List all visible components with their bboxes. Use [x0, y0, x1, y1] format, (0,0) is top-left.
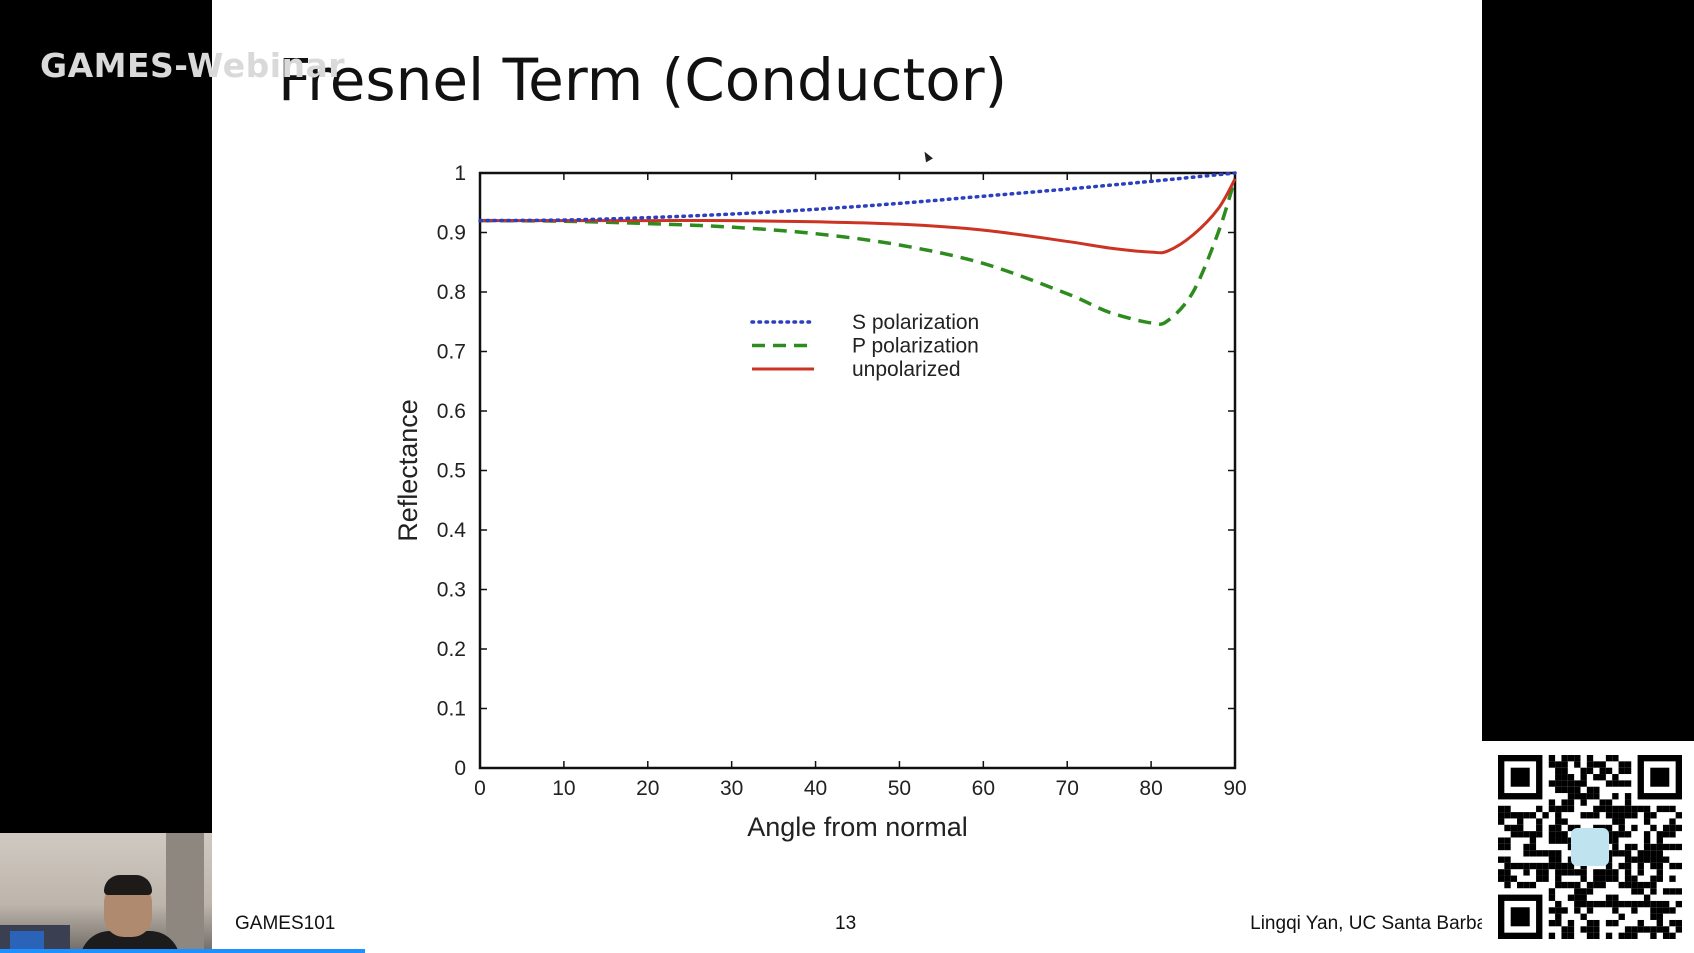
webcam-video	[0, 833, 212, 953]
y-tick-label: 0.9	[437, 222, 466, 245]
y-tick-label: 0.5	[437, 460, 466, 483]
plot-frame	[478, 171, 1237, 770]
qr-code-icon	[1498, 755, 1682, 939]
y-tick-label: 0.4	[437, 519, 467, 542]
x-tick-label: 90	[1223, 777, 1246, 800]
right-black-panel	[1482, 0, 1694, 741]
x-tick-label: 0	[474, 777, 486, 800]
series-line-p-polarization	[479, 178, 1237, 326]
qr-code-panel	[1482, 741, 1694, 953]
x-tick-label: 30	[720, 777, 743, 800]
y-tick-label: 0.2	[437, 638, 466, 661]
y-tick-label: 0	[454, 757, 466, 780]
y-tick-label: 0.3	[437, 579, 466, 602]
legend-label: unpolarized	[852, 358, 961, 381]
slide-title: Fresnel Term (Conductor)	[278, 46, 1008, 114]
legend-label: S polarization	[852, 311, 979, 334]
x-tick-label: 20	[636, 777, 659, 800]
x-tick-label: 80	[1139, 777, 1162, 800]
video-progress-bar[interactable]	[0, 949, 365, 953]
x-tick-label: 60	[972, 777, 995, 800]
x-tick-label: 10	[552, 777, 575, 800]
footer-page-number: 13	[835, 913, 857, 934]
footer-course: GAMES101	[235, 913, 336, 934]
x-tick-label: 40	[804, 777, 827, 800]
watermark-text: GAMES-Webinar	[40, 46, 346, 85]
y-tick-label: 1	[454, 162, 466, 185]
y-tick-label: 0.1	[437, 698, 466, 721]
y-tick-label: 0.8	[437, 281, 466, 304]
x-axis-label: Angle from normal	[747, 812, 968, 842]
legend-label: P polarization	[852, 335, 979, 358]
series-line-unpolarized	[480, 178, 1237, 255]
footer-author: Lingqi Yan, UC Santa Barbara	[1250, 913, 1482, 934]
x-tick-label: 70	[1056, 777, 1079, 800]
x-tick-label: 50	[888, 777, 911, 800]
fresnel-chart: 0 10 20 30 40 50 60 70 80 90 0 0.1 0.2 0.3 0.4 0.5 0.6 0.…	[393, 162, 1247, 842]
y-axis-label: Reflectance	[393, 399, 423, 542]
slide: Fresnel Term (Conductor) 0 10 20 30 40 50 60 70…	[212, 0, 1482, 953]
left-black-panel	[0, 0, 212, 953]
y-tick-label: 0.6	[437, 400, 466, 423]
series-line-s-polarization	[478, 171, 1237, 223]
y-tick-label: 0.7	[437, 341, 466, 364]
